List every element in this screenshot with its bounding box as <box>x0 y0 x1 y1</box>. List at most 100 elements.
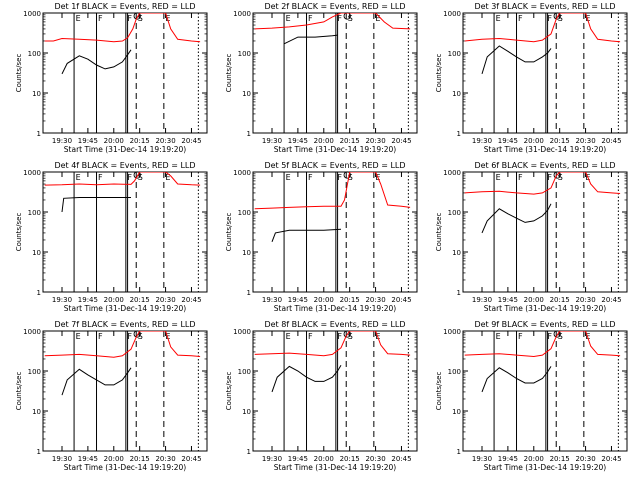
y-tick-label: 100 <box>238 368 251 376</box>
marker-label: S <box>348 173 353 182</box>
y-tick-label: 1000 <box>23 10 41 18</box>
detector-chart: Det 1f BLACK = Events, RED = LLD 1 10 100 10… <box>15 2 208 154</box>
chart-title: Det 9f BLACK = Events, RED = LLD <box>474 320 615 329</box>
marker-label: F <box>98 332 103 341</box>
marker-label: E <box>76 332 81 341</box>
series-events-line <box>61 197 131 213</box>
x-tick-label: 20:00 <box>314 137 334 145</box>
y-axis-title: Counts/sec <box>15 372 23 411</box>
detector-chart: Det 3f BLACK = Events, RED = LLD 1 10 100 10… <box>435 2 628 154</box>
y-tick-label: 1 <box>247 448 251 456</box>
x-tick-label: 20:45 <box>601 137 621 145</box>
x-tick-label: 19:30 <box>52 296 72 304</box>
x-tick-label: 20:00 <box>524 296 544 304</box>
y-tick-label: 100 <box>28 50 41 58</box>
series-events-line <box>61 367 132 396</box>
y-tick-label: 100 <box>448 50 461 58</box>
marker-label: F <box>98 173 103 182</box>
x-tick-label: 19:45 <box>78 137 98 145</box>
x-tick-label: 20:15 <box>130 296 150 304</box>
x-tick-label: 20:45 <box>181 137 201 145</box>
x-tick-label: 20:00 <box>314 296 334 304</box>
chart-title: Det 4f BLACK = Events, RED = LLD <box>54 161 195 170</box>
y-tick-label: 1000 <box>443 10 461 18</box>
x-axis-title: Start Time (31-Dec-14 19:19:20) <box>64 304 186 313</box>
plot-frame <box>462 330 628 452</box>
x-tick-label: 20:15 <box>550 296 570 304</box>
x-tick-label: 20:15 <box>340 455 360 463</box>
marker-label: E <box>496 332 501 341</box>
x-tick-label: 20:15 <box>550 137 570 145</box>
marker-label: F <box>308 173 313 182</box>
x-tick-label: 19:30 <box>262 296 282 304</box>
x-tick-label: 19:30 <box>472 296 492 304</box>
marker-label: F <box>518 14 523 23</box>
plot-frame <box>252 171 418 293</box>
series-lld-line <box>44 331 201 358</box>
series-events-line <box>283 34 338 45</box>
detector-chart: Det 2f BLACK = Events, RED = LLD 1 10 100 10… <box>225 2 418 154</box>
x-tick-label: 20:45 <box>391 455 411 463</box>
x-tick-label: 20:00 <box>104 455 124 463</box>
y-tick-label: 10 <box>32 408 41 416</box>
series-lld-line <box>254 13 411 30</box>
y-tick-label: 100 <box>238 50 251 58</box>
marker-label: F <box>98 14 103 23</box>
marker-label: E <box>375 14 380 23</box>
y-axis-title: Counts/sec <box>225 372 233 411</box>
saa-marker-circle <box>343 12 351 20</box>
series-lld-line <box>464 172 621 195</box>
y-tick-label: 1000 <box>443 328 461 336</box>
x-tick-label: 19:30 <box>262 137 282 145</box>
x-tick-label: 20:00 <box>314 455 334 463</box>
plot-frame <box>252 12 418 134</box>
y-tick-label: 1000 <box>233 328 251 336</box>
plot-frame <box>252 330 418 452</box>
y-tick-label: 100 <box>28 209 41 217</box>
plot-frame <box>42 12 208 134</box>
detector-chart: Det 4f BLACK = Events, RED = LLD 1 10 100 10… <box>15 161 208 313</box>
marker-label: E <box>76 14 81 23</box>
series-lld-line <box>464 13 621 43</box>
marker-label: E <box>165 173 170 182</box>
x-tick-label: 20:15 <box>340 296 360 304</box>
y-axis-title: Counts/sec <box>435 372 443 411</box>
series-events-line <box>61 49 132 75</box>
x-tick-label: 20:45 <box>601 296 621 304</box>
y-axis-title: Counts/sec <box>15 213 23 252</box>
x-tick-label: 20:45 <box>181 296 201 304</box>
saa-marker-circle <box>343 171 351 179</box>
x-axis-title: Start Time (31-Dec-14 19:19:20) <box>274 145 396 154</box>
saa-marker-circle <box>553 12 561 20</box>
y-tick-label: 1000 <box>233 169 251 177</box>
x-tick-label: 20:30 <box>155 137 175 145</box>
marker-label: S <box>138 173 143 182</box>
x-tick-label: 20:45 <box>181 455 201 463</box>
y-tick-label: 100 <box>238 209 251 217</box>
x-tick-label: 19:45 <box>498 455 518 463</box>
marker-label: F <box>547 332 552 341</box>
saa-marker-circle <box>553 171 561 179</box>
x-tick-label: 19:45 <box>288 296 308 304</box>
marker-label: E <box>496 173 501 182</box>
x-tick-label: 20:45 <box>601 455 621 463</box>
y-axis-title: Counts/sec <box>435 213 443 252</box>
series-lld-line <box>464 331 621 358</box>
detector-chart: Det 7f BLACK = Events, RED = LLD 1 10 100 10… <box>15 320 208 472</box>
x-tick-label: 20:15 <box>550 455 570 463</box>
marker-label: F <box>337 332 342 341</box>
saa-marker-circle <box>133 330 141 338</box>
marker-label: E <box>286 14 291 23</box>
x-tick-label: 20:15 <box>130 455 150 463</box>
y-tick-label: 1000 <box>23 328 41 336</box>
series-events-line <box>481 203 552 234</box>
series-lld-line <box>254 331 411 357</box>
marker-label: S <box>558 173 563 182</box>
marker-label: F <box>518 173 523 182</box>
x-tick-label: 20:00 <box>524 455 544 463</box>
x-tick-label: 20:30 <box>575 296 595 304</box>
series-events-line <box>271 228 342 242</box>
plot-frame <box>462 12 628 134</box>
chart-title: Det 7f BLACK = Events, RED = LLD <box>54 320 195 329</box>
saa-marker-circle <box>133 12 141 20</box>
